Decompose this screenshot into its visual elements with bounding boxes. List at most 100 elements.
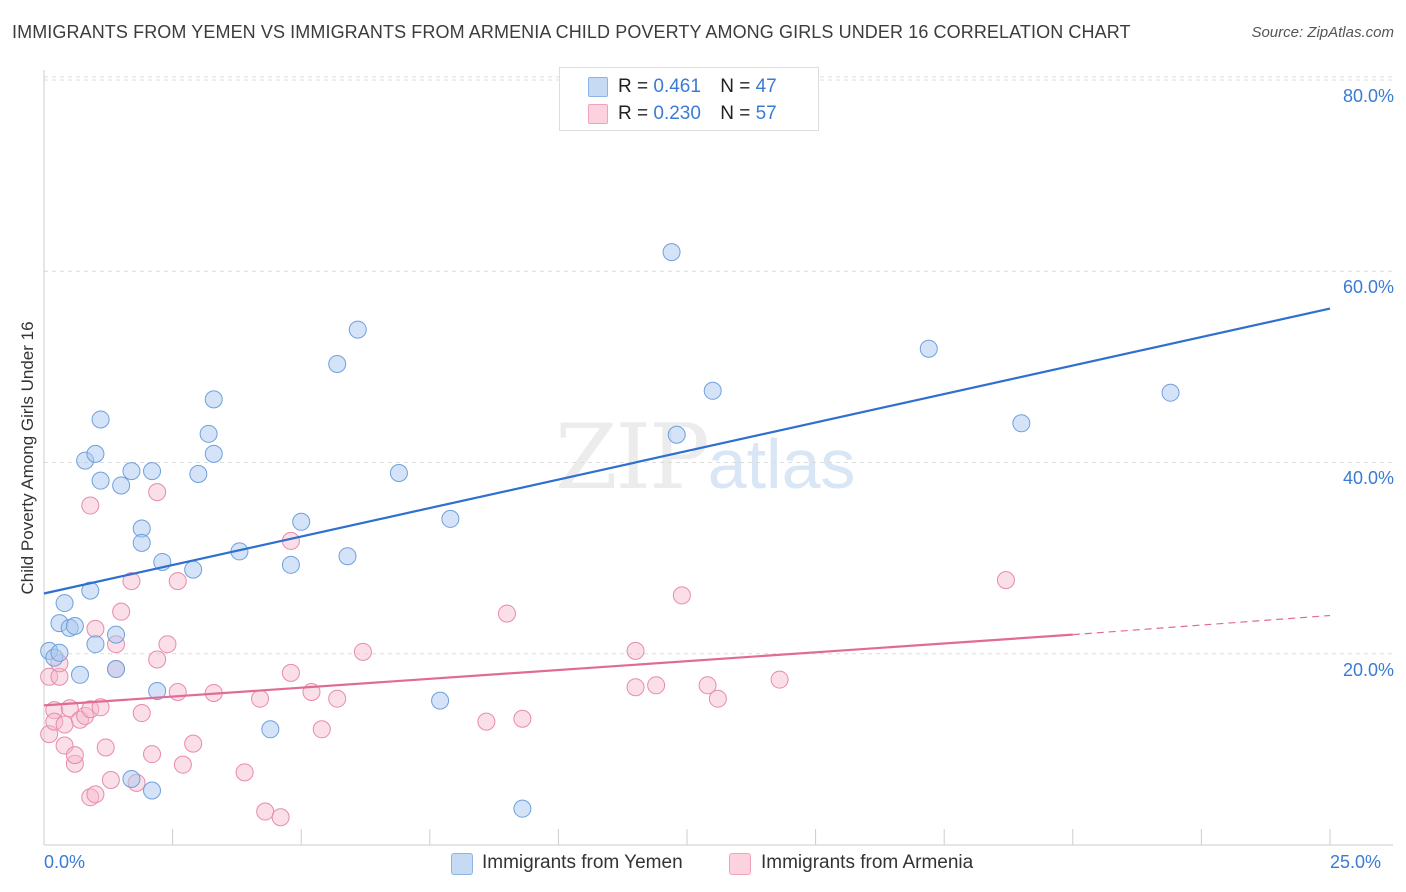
yemen-point (148, 682, 167, 701)
legend-r-value: 0.230 (653, 103, 701, 124)
armenia-point (353, 642, 372, 661)
y-axis-label: Child Poverty Among Girls Under 16 (18, 321, 37, 595)
armenia-point (328, 689, 347, 708)
armenia-point (513, 709, 532, 728)
yemen-point (328, 355, 347, 374)
yemen-point (71, 665, 90, 684)
yemen-point (189, 464, 208, 483)
yemen-point (107, 660, 126, 679)
yemen-point (919, 339, 938, 358)
armenia-point (55, 715, 74, 734)
armenia-point (173, 755, 192, 774)
yemen-point (348, 320, 367, 339)
yemen-point (86, 444, 105, 463)
armenia-point (647, 676, 666, 695)
yemen-point (204, 444, 223, 463)
yemen-point (1012, 414, 1031, 433)
armenia-point (65, 746, 84, 765)
yemen-point (143, 462, 162, 481)
armenia-point (251, 689, 270, 708)
yemen-point (389, 464, 408, 483)
watermark-atlas: atlas (707, 425, 856, 503)
yemen-point (513, 799, 532, 818)
armenia-point (497, 604, 516, 623)
yemen-point (441, 509, 460, 528)
armenia-point (168, 572, 187, 591)
yemen-point (112, 476, 131, 495)
armenia-point (477, 712, 496, 731)
x-tick-0: 0.0% (44, 852, 86, 872)
armenia-point (256, 802, 275, 821)
armenia-point (708, 689, 727, 708)
armenia-point (158, 635, 177, 654)
yemen-point (122, 462, 141, 481)
legend-n-value: 57 (755, 103, 777, 124)
yemen-point (184, 560, 203, 579)
armenia-point (122, 572, 141, 591)
armenia-point (40, 667, 59, 686)
yemen-point (55, 594, 74, 613)
yemen-point (91, 410, 110, 429)
yemen-point (50, 643, 69, 662)
armenia-point (112, 602, 131, 621)
legend-n-label: N = (720, 76, 751, 97)
armenia-point (168, 683, 187, 701)
yemen-point (292, 512, 311, 531)
armenia-point (698, 676, 717, 695)
legend-swatch-yemen (588, 77, 608, 97)
armenia-trend-extension (1072, 614, 1331, 636)
yemen-point (122, 770, 141, 789)
yemen-point (1161, 383, 1180, 402)
armenia-point (91, 698, 110, 717)
legend: R = 0.461 N = 47 R = 0.230 N = 57 (559, 67, 819, 131)
yemen-point (65, 617, 84, 636)
y-tick-40: 40.0% (1342, 468, 1394, 488)
armenia-trend-line (43, 633, 1073, 707)
yemen-point (281, 555, 300, 574)
legend-swatch-armenia (588, 104, 608, 124)
yemen-point (662, 243, 681, 262)
armenia-point (81, 496, 100, 515)
armenia-point (626, 641, 645, 660)
yemen-point (86, 635, 105, 654)
source-label: Source: ZipAtlas.com (1251, 24, 1394, 41)
bottom-legend-yemen: Immigrants from Yemen (482, 852, 683, 873)
bottom-legend-armenia: Immigrants from Armenia (761, 852, 974, 873)
yemen-point (107, 625, 126, 644)
legend-row-armenia: R = 0.230 N = 57 (618, 103, 777, 125)
legend-n-value: 47 (755, 76, 777, 97)
armenia-point (50, 667, 69, 686)
armenia-point (86, 785, 105, 804)
yemen-point (431, 691, 450, 710)
bottom-legend-swatch-yemen (451, 853, 473, 875)
legend-r-label: R = (618, 103, 649, 124)
armenia-point (45, 712, 64, 731)
armenia-point (672, 586, 691, 605)
yemen-point (667, 425, 686, 444)
armenia-point (626, 678, 645, 697)
armenia-point (143, 745, 162, 764)
armenia-point (86, 619, 105, 638)
chart-title: IMMIGRANTS FROM YEMEN VS IMMIGRANTS FROM… (12, 22, 1131, 42)
bottom-legend-swatch-armenia (729, 853, 751, 875)
y-tick-20: 20.0% (1342, 660, 1394, 680)
yemen-point (204, 390, 223, 409)
armenia-point (132, 704, 151, 723)
yemen-trend-line (43, 307, 1331, 595)
armenia-point (96, 738, 115, 757)
armenia-point (996, 571, 1015, 590)
armenia-point (148, 650, 167, 669)
watermark: ZIPatlas (555, 405, 856, 510)
yemen-point (703, 381, 722, 400)
y-tick-80: 80.0% (1342, 86, 1394, 106)
armenia-point (235, 763, 254, 782)
legend-row-yemen: R = 0.461 N = 47 (618, 76, 777, 98)
y-tick-60: 60.0% (1342, 277, 1394, 297)
armenia-point (770, 670, 789, 689)
yemen-point (143, 781, 162, 800)
yemen-point (132, 533, 151, 552)
legend-n-label: N = (720, 103, 751, 124)
yemen-point (199, 424, 218, 443)
yemen-point (261, 720, 280, 739)
